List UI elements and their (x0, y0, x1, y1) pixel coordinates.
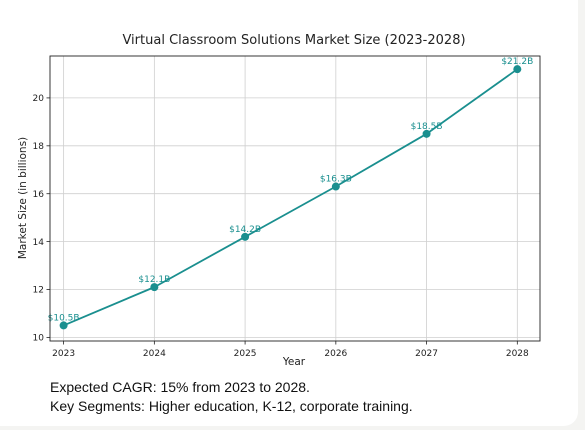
data-point (331, 182, 340, 191)
y-tick-label: 12 (33, 286, 44, 296)
data-label: $10.5B (48, 313, 80, 323)
data-point (150, 283, 159, 292)
data-label: $12.1B (138, 275, 170, 285)
chart-title: Virtual Classroom Solutions Market Size … (122, 33, 465, 48)
x-axis-label: Year (282, 356, 306, 368)
data-point (59, 321, 68, 330)
x-tick-label: 2028 (506, 349, 529, 359)
y-tick-label: 18 (33, 142, 45, 152)
chart-notes: Expected CAGR: 15% from 2023 to 2028. Ke… (50, 378, 413, 416)
x-tick-label: 2025 (234, 349, 257, 359)
series-layer: $10.5B $12.1B $14.2B $16.3B $18.5B $21.2B (48, 57, 533, 330)
data-label: $14.2B (229, 225, 261, 235)
y-tick-label: 20 (33, 94, 45, 104)
grid-lines (50, 56, 540, 341)
data-label: $21.2B (501, 57, 533, 67)
data-label: $16.3B (320, 175, 352, 185)
y-axis-label: Market Size (in billions) (17, 137, 29, 259)
x-tick-label: 2026 (324, 349, 347, 359)
data-label: $18.5B (411, 122, 443, 132)
key-segments-note: Key Segments: Higher education, K-12, co… (50, 398, 413, 414)
cagr-note: Expected CAGR: 15% from 2023 to 2028. (50, 379, 310, 395)
tick-layer: 2023 2024 2025 2026 2027 2028 10 12 14 16 18 20 (33, 94, 529, 359)
plot-area-frame (49, 55, 541, 342)
data-point (513, 65, 522, 74)
x-tick-label: 2027 (415, 349, 438, 359)
y-tick-label: 10 (33, 334, 45, 344)
chart-card: Virtual Classroom Solutions Market Size … (0, 0, 578, 426)
x-tick-label: 2024 (143, 349, 166, 359)
data-point (422, 129, 431, 138)
x-tick-label: 2023 (52, 349, 75, 359)
y-tick-label: 14 (33, 238, 45, 248)
data-point (241, 232, 250, 241)
series-line (63, 68, 518, 327)
y-tick-label: 16 (33, 190, 45, 200)
market-size-line-chart: Virtual Classroom Solutions Market Size … (17, 33, 541, 368)
